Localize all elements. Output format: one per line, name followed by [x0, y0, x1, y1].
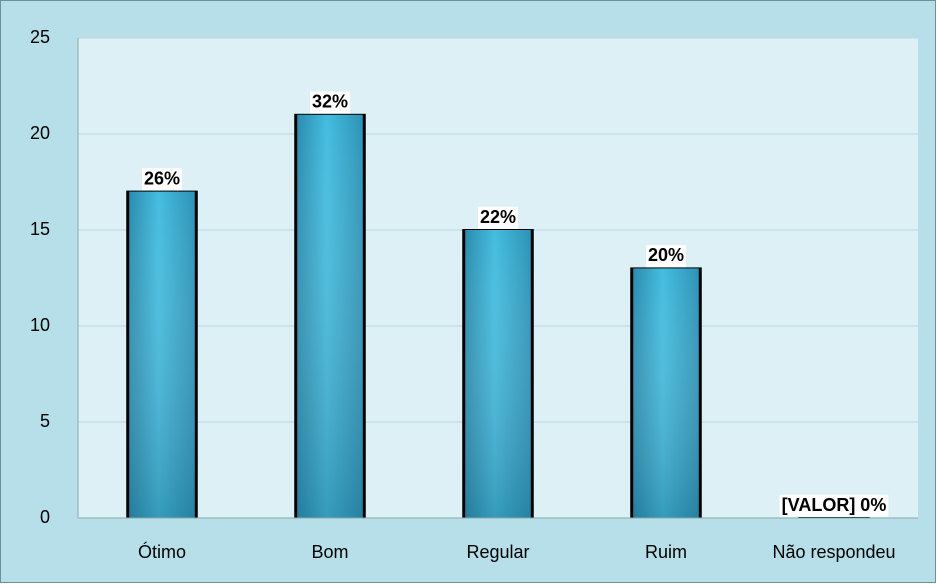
data-label-background [645, 245, 687, 268]
bar-shade [297, 114, 363, 519]
bar-shade [465, 230, 531, 518]
data-label-background [141, 168, 183, 191]
data-label: 26% [144, 168, 180, 188]
bar-shade [633, 268, 699, 518]
data-label-background [779, 494, 889, 517]
x-tick-label: Não respondeu [772, 542, 895, 562]
data-label: 20% [648, 245, 684, 265]
x-tick-label: Bom [311, 542, 348, 562]
bar-shade [129, 191, 195, 518]
data-label-background [309, 91, 351, 114]
y-tick-label: 5 [40, 411, 50, 431]
data-label: 22% [480, 207, 516, 227]
x-tick-label: Ótimo [138, 541, 186, 562]
data-label-background [477, 206, 519, 229]
y-tick-label: 0 [40, 507, 50, 527]
x-tick-label: Ruim [645, 542, 687, 562]
y-tick-label: 10 [30, 315, 50, 335]
x-tick-label: Regular [466, 542, 529, 562]
y-tick-label: 20 [30, 123, 50, 143]
y-tick-label: 15 [30, 219, 50, 239]
data-label: 32% [312, 92, 348, 112]
data-label: [VALOR] 0% [782, 495, 887, 515]
y-tick-label: 25 [30, 27, 50, 47]
